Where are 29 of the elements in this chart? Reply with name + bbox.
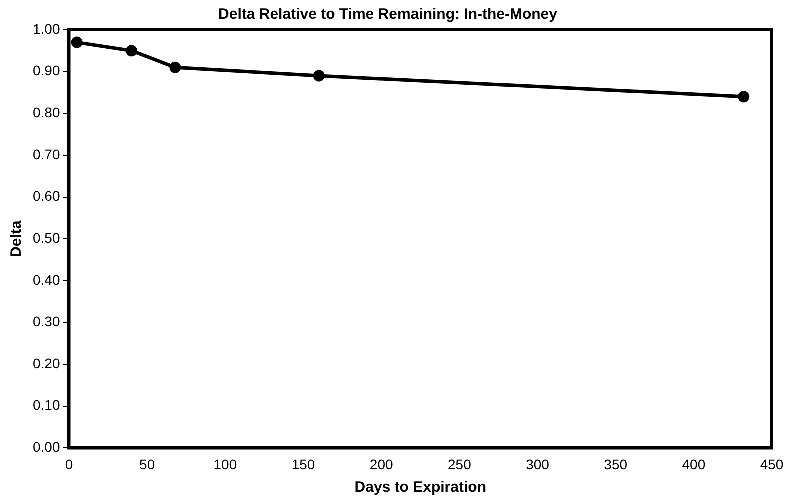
y-tick-label: 0.70: [33, 146, 60, 162]
y-tick-label: 0.90: [33, 62, 60, 79]
point: [126, 45, 138, 57]
y-tick-label: 0.80: [33, 104, 60, 120]
point: [313, 70, 325, 82]
point: [71, 36, 83, 48]
x-tick-label: 0: [65, 456, 74, 472]
x-tick-label: 100: [214, 456, 238, 472]
x-tick-label: 250: [448, 456, 472, 472]
y-tick-label: 0.10: [33, 397, 60, 414]
y-tick-label: 0.00: [33, 439, 60, 456]
chart-title: Delta Relative to Time Remaining: In-the-Money: [218, 6, 558, 24]
point: [738, 91, 750, 103]
y-tick-label: 1.00: [33, 20, 60, 37]
y-tick-label: 0.50: [33, 230, 60, 246]
x-tick-label: 350: [604, 456, 628, 472]
y-tick-label: 0.30: [33, 314, 60, 330]
x-tick-label: 400: [682, 456, 706, 472]
y-axis-title: Delta: [8, 220, 26, 258]
x-tick-label: 450: [760, 456, 784, 472]
x-tick-label: 50: [140, 456, 156, 472]
point: [170, 62, 182, 74]
y-tick-label: 0.40: [33, 272, 60, 288]
x-tick-label: 300: [526, 456, 550, 472]
y-tick-label: 0.60: [33, 188, 60, 204]
x-tick-label: 150: [292, 456, 316, 472]
y-tick-label: 0.20: [33, 355, 60, 372]
x-tick-label: 200: [370, 456, 394, 472]
x-axis-title: Days to Expiration: [354, 479, 486, 496]
